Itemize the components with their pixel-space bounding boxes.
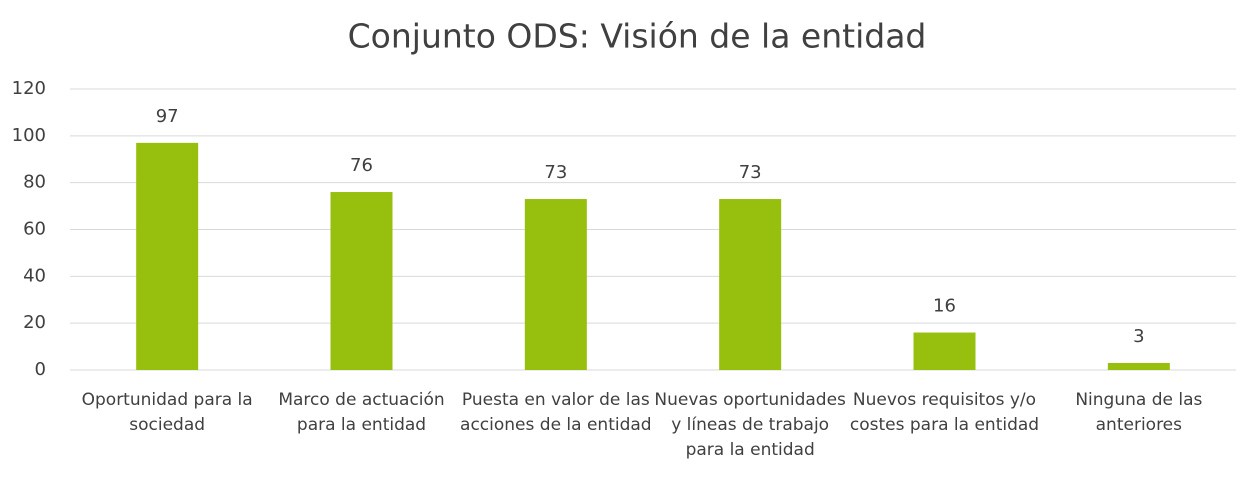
bar (524, 199, 587, 370)
bar (719, 199, 782, 370)
bar (1107, 362, 1170, 370)
data-label: 73 (544, 162, 567, 183)
data-label: 3 (1133, 326, 1144, 347)
bar (330, 192, 393, 370)
data-label: 76 (350, 155, 373, 176)
x-tick-label: Nuevos requisitos y/o costes para la ent… (849, 390, 1040, 435)
data-label: 16 (933, 296, 956, 317)
bar (913, 332, 976, 370)
x-tick-label: Marco de actuación para la entidad (278, 390, 445, 435)
data-label: 97 (156, 106, 179, 127)
y-tick-label: 80 (23, 172, 46, 193)
data-label: 73 (739, 162, 762, 183)
y-tick-label: 20 (23, 312, 46, 333)
x-tick-label: Puesta en valor de las acciones de la en… (460, 390, 652, 435)
y-tick-label: 60 (23, 219, 46, 240)
chart-title: Conjunto ODS: Visión de la entidad (348, 17, 927, 56)
y-tick-label: 0 (35, 359, 46, 380)
bar (136, 142, 199, 370)
x-tick-label: Ninguna de las anteriores (1075, 390, 1203, 435)
y-tick-label: 100 (12, 125, 46, 146)
x-tick-label: Oportunidad para la sociedad (81, 390, 253, 435)
y-tick-label: 40 (23, 265, 46, 286)
y-tick-label: 120 (12, 78, 46, 99)
x-tick-label: Nuevas oportunidades y líneas de trabajo… (654, 390, 846, 460)
